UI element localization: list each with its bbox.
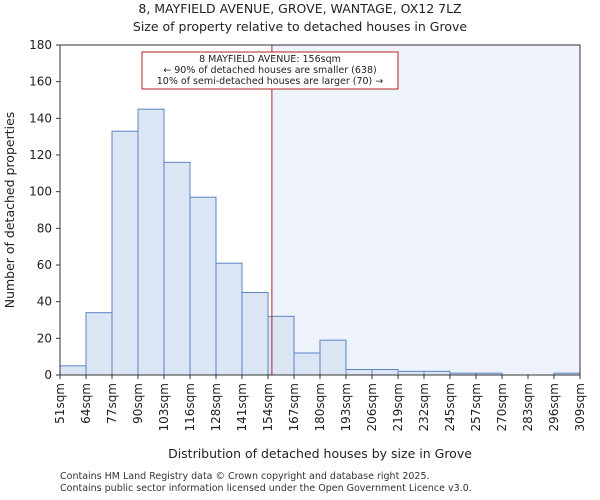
- footer-copyright-line: Contains HM Land Registry data © Crown c…: [60, 471, 430, 482]
- bar-167sqm: [293, 352, 321, 376]
- bars-group: [59, 108, 581, 376]
- y-tick-label: 100: [29, 185, 52, 199]
- annotation-line-2: ← 90% of detached houses are smaller (63…: [163, 65, 376, 76]
- y-tick-label: 80: [37, 221, 52, 235]
- x-tick-label: 167sqm: [287, 383, 301, 431]
- x-tick-label: 257sqm: [469, 383, 483, 431]
- y-tick-label: 160: [29, 75, 52, 89]
- x-tick-label: 206sqm: [365, 383, 379, 431]
- y-tick-label: 140: [29, 111, 52, 125]
- annotation-line-3: 10% of semi-detached houses are larger (…: [157, 76, 384, 87]
- x-tick-label: 219sqm: [391, 383, 405, 431]
- bar-64sqm: [85, 312, 113, 376]
- x-tick-label: 51sqm: [53, 383, 67, 424]
- bar-141sqm: [241, 292, 269, 376]
- plot-frame: [59, 44, 581, 376]
- x-tick-label: 296sqm: [547, 383, 561, 431]
- x-tick-label: 128sqm: [209, 383, 223, 431]
- bar-128sqm: [215, 262, 243, 376]
- bar-90sqm: [137, 108, 165, 376]
- bar-103sqm: [163, 161, 191, 376]
- x-tick-label: 154sqm: [261, 383, 275, 431]
- bar-51sqm: [59, 365, 87, 376]
- chart-subtitle: Size of property relative to detached ho…: [133, 19, 468, 34]
- y-tick-label: 180: [29, 38, 52, 52]
- x-tick-label: 90sqm: [131, 383, 145, 424]
- chart-title: 8, MAYFIELD AVENUE, GROVE, WANTAGE, OX12…: [138, 1, 461, 16]
- x-axis: 51sqm 64sqm 77sqm 90sqm 103sqm 116sqm 128sqm 14…: [53, 374, 587, 431]
- x-tick-label: 77sqm: [105, 383, 119, 424]
- x-tick-label: 270sqm: [495, 383, 509, 431]
- bar-116sqm: [189, 196, 217, 376]
- y-tick-label: 20: [37, 331, 52, 345]
- y-axis: 0 20 40 60 80 100 120 140 160 180: [29, 38, 61, 382]
- y-tick-label: 40: [37, 295, 52, 309]
- x-tick-label: 141sqm: [235, 383, 249, 431]
- bar-193sqm: [345, 369, 373, 376]
- x-tick-label: 193sqm: [339, 383, 353, 431]
- footer-licence-line: Contains public sector information licen…: [60, 483, 472, 494]
- bar-219sqm: [397, 370, 425, 376]
- y-tick-label: 60: [37, 258, 52, 272]
- x-tick-label: 64sqm: [79, 383, 93, 424]
- y-axis-label: Number of detached properties: [2, 112, 17, 309]
- x-tick-label: 245sqm: [443, 383, 457, 431]
- x-tick-label: 309sqm: [573, 383, 587, 431]
- annotation-box: 8 MAYFIELD AVENUE: 156sqm ← 90% of detac…: [141, 51, 399, 90]
- x-tick-label: 180sqm: [313, 383, 327, 431]
- annotation-frame: [141, 51, 399, 90]
- y-tick-label: 0: [44, 368, 52, 382]
- bar-206sqm: [371, 369, 399, 376]
- x-tick-label: 116sqm: [183, 383, 197, 431]
- bar-232sqm: [423, 370, 451, 376]
- highlight-region: [271, 45, 580, 375]
- x-tick-label: 103sqm: [157, 383, 171, 431]
- bar-180sqm: [319, 339, 347, 376]
- annotation-line-1: 8 MAYFIELD AVENUE: 156sqm: [199, 54, 341, 65]
- y-tick-label: 120: [29, 148, 52, 162]
- bar-77sqm: [111, 130, 139, 376]
- x-tick-label: 232sqm: [417, 383, 431, 431]
- x-tick-label: 283sqm: [521, 383, 535, 431]
- x-axis-label: Distribution of detached houses by size …: [168, 446, 472, 461]
